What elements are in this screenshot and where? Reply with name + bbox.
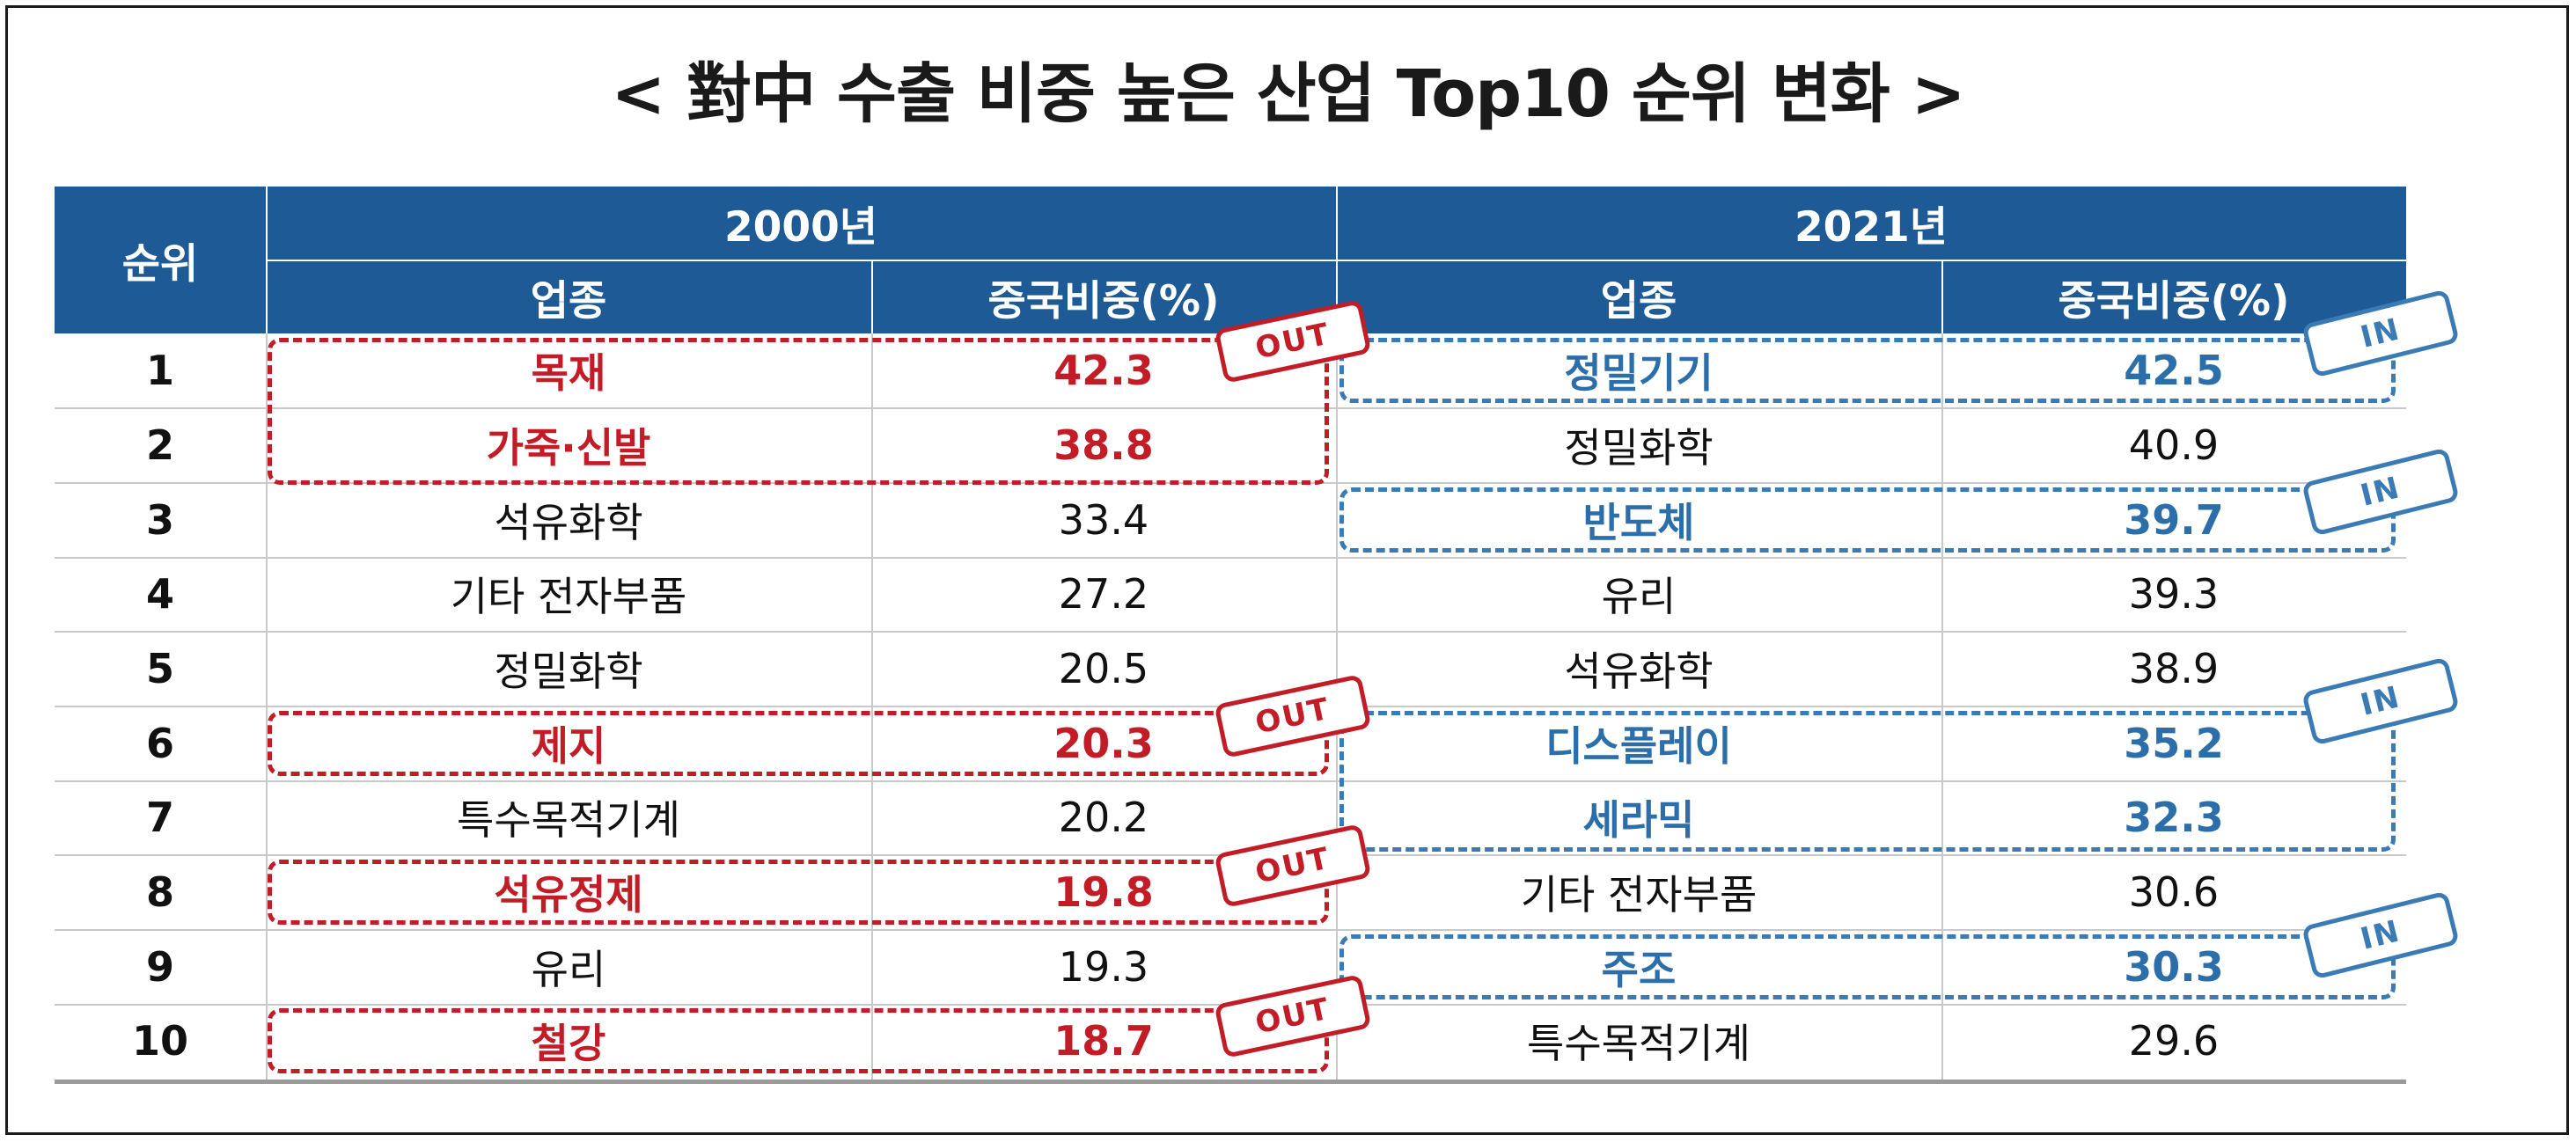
rank-cell: 10 xyxy=(131,1017,188,1065)
header-industry-2021: 업종 xyxy=(1336,260,1941,333)
in-highlight-box xyxy=(1339,338,2396,403)
table-bottom-rule xyxy=(55,1080,2406,1084)
header-year-2021: 2021년 xyxy=(1336,187,2406,260)
industry-2021-cell: 기타 전자부품 xyxy=(1520,871,1758,919)
row-divider xyxy=(55,780,2406,782)
industry-2000-cell: 특수목적기계 xyxy=(457,796,680,844)
row-divider xyxy=(55,631,2406,633)
header-industry-2000: 업종 xyxy=(266,260,871,333)
industry-2000-cell: 철강 xyxy=(531,1020,606,1067)
rank-cell: 8 xyxy=(145,868,174,916)
share-2021-cell: 30.3 xyxy=(2124,943,2224,991)
share-2000-cell: 42.3 xyxy=(1053,347,1154,394)
header-divider xyxy=(871,261,873,333)
industry-2021-cell: 특수목적기계 xyxy=(1527,1020,1750,1067)
in-highlight-box xyxy=(1339,934,2396,999)
industry-2000-cell: 정밀화학 xyxy=(494,648,643,695)
page-title: < 對中 수출 비중 높은 산업 Top10 순위 변화 > xyxy=(611,56,1965,132)
share-2021-cell: 35.2 xyxy=(2124,720,2224,767)
row-divider xyxy=(55,557,2406,559)
industry-2000-cell: 석유화학 xyxy=(494,499,643,546)
header-divider xyxy=(266,187,268,333)
share-2000-cell: 27.2 xyxy=(1058,570,1149,618)
industry-2021-cell: 세라믹 xyxy=(1582,796,1695,844)
rank-cell: 3 xyxy=(145,496,174,544)
header-divider xyxy=(268,260,2406,261)
industry-2021-cell: 정밀화학 xyxy=(1564,424,1714,472)
in-highlight-box xyxy=(1339,711,2396,852)
out-highlight-box xyxy=(268,711,1329,776)
header-year-2000: 2000년 xyxy=(266,187,1336,260)
share-2000-cell: 20.2 xyxy=(1058,794,1149,841)
share-2021-cell: 39.3 xyxy=(2128,570,2220,618)
rank-cell: 4 xyxy=(145,570,174,618)
industry-2021-cell: 디스플레이 xyxy=(1545,722,1732,770)
row-divider xyxy=(55,407,2406,409)
in-highlight-box xyxy=(1339,487,2396,553)
industry-2021-cell: 유리 xyxy=(1601,573,1677,620)
header-divider xyxy=(1941,261,1943,333)
share-2021-cell: 32.3 xyxy=(2124,794,2224,841)
rank-cell: 1 xyxy=(145,347,174,394)
industry-2021-cell: 석유화학 xyxy=(1564,648,1714,695)
rank-cell: 9 xyxy=(145,943,174,991)
share-2000-cell: 19.3 xyxy=(1058,943,1149,991)
industry-2000-cell: 목재 xyxy=(531,349,606,397)
rank-cell: 7 xyxy=(145,794,174,841)
industry-2021-cell: 반도체 xyxy=(1582,499,1695,546)
industry-2000-cell: 석유정제 xyxy=(494,871,643,919)
image-frame xyxy=(5,5,2569,1135)
share-2000-cell: 20.5 xyxy=(1058,645,1149,692)
share-2021-cell: 29.6 xyxy=(2128,1017,2220,1065)
share-2000-cell: 20.3 xyxy=(1053,720,1154,767)
share-2021-cell: 38.9 xyxy=(2128,645,2220,692)
share-2000-cell: 33.4 xyxy=(1058,496,1149,544)
industry-2021-cell: 주조 xyxy=(1601,946,1677,993)
share-2021-cell: 42.5 xyxy=(2124,347,2224,394)
share-2000-cell: 38.8 xyxy=(1053,421,1154,469)
share-2021-cell: 39.7 xyxy=(2124,496,2224,544)
row-divider xyxy=(55,929,2406,931)
header-rank: 순위 xyxy=(55,187,266,333)
share-2021-cell: 30.6 xyxy=(2128,868,2220,916)
rank-cell: 5 xyxy=(145,645,174,692)
share-2021-cell: 40.9 xyxy=(2128,421,2220,469)
share-2000-cell: 18.7 xyxy=(1053,1017,1154,1065)
out-highlight-box xyxy=(268,1008,1329,1073)
header-share-2000: 중국비중(%) xyxy=(871,260,1336,333)
industry-2000-cell: 제지 xyxy=(531,722,606,770)
out-highlight-box xyxy=(268,860,1329,925)
out-highlight-box xyxy=(268,338,1329,485)
industry-2000-cell: 기타 전자부품 xyxy=(450,573,687,620)
share-2000-cell: 19.8 xyxy=(1053,868,1154,916)
rank-cell: 2 xyxy=(145,421,174,469)
industry-2000-cell: 유리 xyxy=(531,946,606,993)
industry-2021-cell: 정밀기기 xyxy=(1564,349,1714,397)
industry-2000-cell: 가죽·신발 xyxy=(486,424,651,472)
rank-cell: 6 xyxy=(145,720,174,767)
